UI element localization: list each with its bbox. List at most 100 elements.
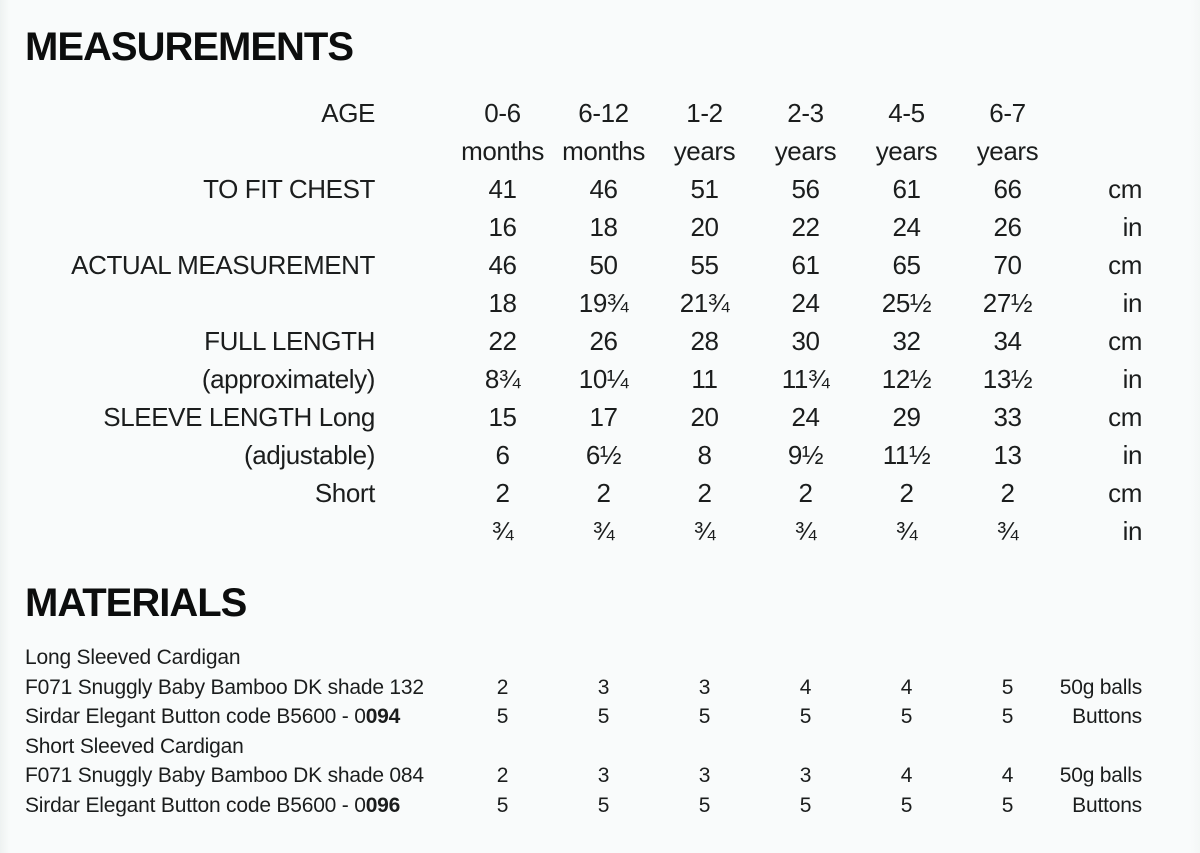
measurement-value: 50 (589, 250, 618, 280)
measurement-value: 55 (690, 250, 719, 280)
materials-row-buttons-short: Sirdar Elegant Button code B5600 - 0096 … (0, 791, 1200, 821)
measurement-value: 13½ (982, 364, 1033, 394)
quantity-value: 2 (496, 764, 509, 787)
measurement-value: 12½ (881, 364, 932, 394)
measurement-row-sleeve-short-cm: Short 2 2 2 2 2 2 cm (0, 474, 1200, 512)
measurement-value: 11 (691, 364, 718, 394)
measurement-value: 25½ (881, 288, 932, 318)
materials-row-long-sleeved-header: Long Sleeved Cardigan (0, 643, 1200, 673)
measurement-row-sleeve-long-cm: SLEEVE LENGTH Long 15 17 20 24 29 33 cm (0, 398, 1200, 436)
measurement-value: ¾ (592, 516, 615, 546)
quantity-value: 4 (1001, 764, 1014, 787)
materials-table: Long Sleeved Cardigan F071 Snuggly Baby … (0, 643, 1200, 820)
measurement-value: 2 (1000, 478, 1015, 508)
measurement-value: 2 (596, 478, 611, 508)
quantity-value: 4 (900, 764, 913, 787)
measurement-value: 13 (993, 440, 1022, 470)
measurement-value: 56 (791, 174, 820, 204)
unit-label: in (1122, 288, 1143, 318)
measurement-value: 26 (589, 326, 618, 356)
yarn-label: F071 Snuggly Baby Bamboo DK shade 132 (25, 675, 424, 699)
quantity-value: 3 (597, 675, 610, 699)
age-range-header-row: AGE 0-6 6-12 1-2 2-3 4-5 6-7 (0, 94, 1200, 132)
measurement-value: 8 (697, 440, 712, 470)
quantity-value: 4 (799, 675, 812, 699)
measurement-value: 11½ (882, 440, 931, 470)
measurement-row-to-fit-chest-cm: TO FIT CHEST 41 46 51 56 61 66 cm (0, 170, 1200, 208)
unit-label: in (1122, 212, 1143, 242)
quantity-value: 5 (496, 793, 509, 817)
age-label: AGE (321, 98, 375, 128)
row-label (0, 284, 452, 322)
unit-label: cm (1108, 478, 1142, 508)
measurements-heading: MEASUREMENTS (25, 25, 354, 69)
measurement-value: 30 (791, 326, 820, 356)
measurement-value: 18 (589, 212, 618, 242)
measurement-row-sleeve-short-in: ¾ ¾ ¾ ¾ ¾ ¾ in (0, 512, 1200, 550)
unit-label: Buttons (1072, 793, 1142, 817)
materials-row-buttons-long: Sirdar Elegant Button code B5600 - 0094 … (0, 702, 1200, 732)
measurement-value: 24 (791, 402, 820, 432)
button-label: Sirdar Elegant Button code B5600 - 0094 (0, 702, 452, 732)
measurement-value: 11¾ (781, 364, 830, 394)
unit-label: cm (1108, 402, 1142, 432)
measurement-value: ¾ (996, 516, 1019, 546)
quantity-value: 5 (1001, 705, 1014, 728)
measurement-value: 61 (892, 174, 921, 204)
age-range: 2-3 (787, 98, 824, 128)
measurement-value: 66 (993, 174, 1022, 204)
measurement-row-actual-cm: ACTUAL MEASUREMENT 46 50 55 61 65 70 cm (0, 246, 1200, 284)
age-period: months (562, 136, 645, 166)
button-label: Sirdar Elegant Button code B5600 - 0096 (0, 791, 452, 821)
measurements-table: AGE 0-6 6-12 1-2 2-3 4-5 6-7 months mont… (0, 94, 1200, 550)
measurement-value: 28 (690, 326, 719, 356)
button-code-bold: 094 (365, 705, 401, 728)
measurement-value: 61 (791, 250, 820, 280)
age-range: 6-7 (989, 98, 1026, 128)
row-label: (adjustable) (243, 440, 375, 470)
unit-label: 50g balls (1059, 764, 1142, 787)
quantity-value: 3 (698, 675, 711, 699)
quantity-value: 5 (597, 793, 610, 817)
unit-label: in (1122, 516, 1143, 546)
garment-label: Long Sleeved Cardigan (25, 646, 241, 669)
materials-row-short-sleeved-header: Short Sleeved Cardigan (0, 732, 1200, 762)
row-label: SLEEVE LENGTH Long (103, 402, 375, 432)
age-period: years (976, 136, 1039, 166)
quantity-value: 5 (698, 793, 711, 817)
measurement-row-to-fit-chest-in: 16 18 20 22 24 26 in (0, 208, 1200, 246)
measurement-value: 51 (690, 174, 719, 204)
measurement-value: 33 (993, 402, 1022, 432)
row-label: Short (314, 478, 376, 508)
measurement-value: 2 (798, 478, 813, 508)
measurement-value: 21¾ (679, 288, 730, 318)
quantity-value: 3 (698, 764, 711, 787)
unit-label: cm (1108, 174, 1142, 204)
measurement-value: 24 (791, 288, 820, 318)
quantity-value: 5 (597, 705, 610, 728)
measurement-value: ¾ (895, 516, 918, 546)
measurement-value: 34 (993, 326, 1022, 356)
measurement-value: 2 (899, 478, 914, 508)
age-range: 0-6 (484, 98, 521, 128)
yarn-label: F071 Snuggly Baby Bamboo DK shade 084 (25, 764, 424, 787)
age-period: years (774, 136, 837, 166)
measurement-value: 22 (488, 326, 517, 356)
measurement-value: 32 (892, 326, 921, 356)
measurement-value: 9½ (787, 440, 824, 470)
measurement-value: ¾ (693, 516, 716, 546)
measurement-value: 16 (488, 212, 517, 242)
age-period-header-row: months months years years years years (0, 132, 1200, 170)
measurement-value: 6 (495, 440, 510, 470)
measurement-value: ¾ (794, 516, 817, 546)
unit-label: 50g balls (1059, 675, 1142, 699)
measurement-value: 24 (892, 212, 921, 242)
materials-heading: MATERIALS (25, 581, 247, 625)
unit-spacer (1058, 132, 1200, 170)
row-label: (approximately) (201, 364, 376, 394)
quantity-value: 5 (1001, 793, 1014, 817)
quantity-value: 5 (900, 705, 913, 728)
measurement-row-full-length-in: (approximately) 8¾ 10¼ 11 11¾ 12½ 13½ in (0, 360, 1200, 398)
row-label: ACTUAL MEASUREMENT (71, 250, 375, 280)
